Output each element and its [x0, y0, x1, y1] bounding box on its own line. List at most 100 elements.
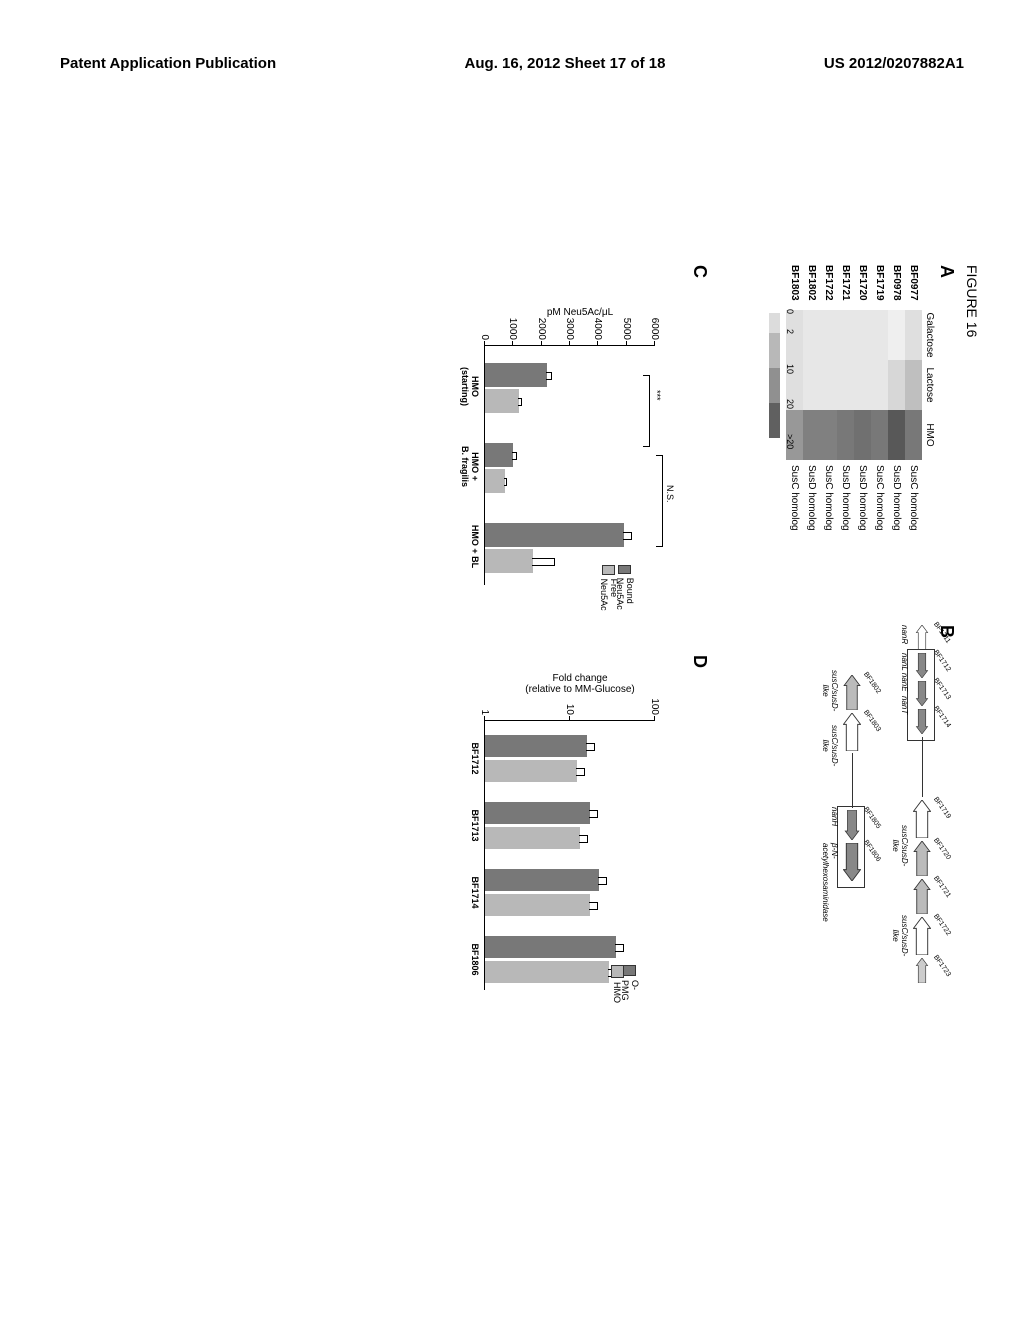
gene-func-label: susC/susD- like [821, 725, 839, 766]
gene-arrow-BF1711 [913, 625, 931, 650]
error-bar [576, 768, 585, 776]
bar-O-PMG [485, 735, 587, 757]
error-bar [598, 877, 607, 885]
gene-func-label: β-N- acetylhexosaminidase [821, 843, 839, 922]
heatmap-cell [854, 410, 871, 460]
y-tick [597, 341, 598, 345]
error-bar [586, 743, 595, 751]
y-tick-label: 1000 [507, 310, 518, 340]
x-group-label: BF1714 [470, 864, 480, 921]
gene-id-label: BF1719 [932, 796, 952, 820]
gene-diagram-panel-b: BF1711BF1712BF1713BF1714BF1719BF1720BF17… [805, 625, 945, 1015]
gene-func-label: nanH [830, 807, 839, 826]
gene-arrow-BF1723 [913, 958, 931, 983]
heatmap-cell [803, 360, 820, 410]
heatmap-col-header: Lactose [922, 360, 935, 410]
gene-func-label: susC/susD- like [891, 915, 909, 956]
heatmap-cell [905, 360, 922, 410]
bar-HMO [485, 961, 609, 983]
heatmap-gene-label: BF1720 [854, 265, 871, 310]
panel-a-label: A [936, 265, 957, 278]
heatmap-cell [820, 360, 837, 410]
heatmap-cell [888, 360, 905, 410]
heatmap-annotation: SusC homolog [786, 460, 803, 535]
heatmap-annotation: SusC homolog [820, 460, 837, 535]
x-group-label: BF1713 [470, 797, 480, 854]
heatmap-annotation: SusD homolog [854, 460, 871, 535]
y-axis [485, 720, 655, 721]
panel-d-label: D [689, 655, 710, 668]
y-axis [485, 345, 655, 346]
heatmap-cell [854, 310, 871, 360]
error-bar [546, 372, 551, 380]
error-bar [589, 902, 598, 910]
header-right: US 2012/0207882A1 [824, 55, 964, 72]
heatmap-col-header: Galactose [922, 310, 935, 360]
figure-16: FIGURE 16 A B C D GalactoseLactoseHMOBF0… [55, 265, 975, 1015]
heatmap-cell [888, 410, 905, 460]
error-bar [518, 398, 522, 406]
x-group-label: BF1806 [470, 931, 480, 988]
gene-id-label: BF1802 [862, 671, 882, 695]
y-tick [654, 341, 655, 345]
gene-arrow-BF1722 [913, 917, 931, 955]
heatmap-cell [803, 310, 820, 360]
bar-O-PMG [485, 802, 590, 824]
heatmap-cell [820, 410, 837, 460]
y-tick [484, 341, 485, 345]
heatmap-annotation: SusD homolog [837, 460, 854, 535]
bar-chart-panel-c: 0 1000 2000 3000 4000 5000 6000pM Neu5Ac… [450, 295, 685, 615]
heatmap-cell [786, 310, 803, 360]
x-group-label: HMO + BL [470, 515, 480, 578]
y-tick [484, 716, 485, 720]
scale-tick-label: 0 [785, 309, 795, 314]
gene-func-label: susC/susD- like [821, 670, 839, 711]
bar-HMO [485, 827, 580, 849]
heatmap-gene-label: BF1803 [786, 265, 803, 310]
sig-bracket [643, 375, 650, 447]
scale-tick-label: 2 [785, 329, 795, 334]
heatmap-cell [888, 310, 905, 360]
gene-arrow-BF1721 [913, 879, 931, 914]
bar-HMO [485, 894, 590, 916]
heatmap-gene-label: BF1719 [871, 265, 888, 310]
scale-segment [769, 333, 780, 368]
header-center: Aug. 16, 2012 Sheet 17 of 18 [465, 55, 666, 72]
sig-bracket [656, 455, 663, 547]
gene-func-label: nanL nanE nanT [900, 653, 909, 714]
error-bar [623, 532, 633, 540]
heatmap-gene-label: BF0978 [888, 265, 905, 310]
gene-id-label: BF1720 [932, 837, 952, 861]
y-tick [569, 716, 570, 720]
heatmap-cell [871, 310, 888, 360]
bar-O-PMG [485, 936, 616, 958]
legend-free: Free Neu5Ac [599, 565, 619, 615]
y-tick [654, 716, 655, 720]
bar-free [485, 469, 505, 493]
legend-hmo: HMO [611, 965, 624, 1003]
heatmap-cell [871, 410, 888, 460]
scale-tick-label: 10 [785, 364, 795, 374]
heatmap-cell [837, 410, 854, 460]
gene-func-label: susC/susD- like [891, 825, 909, 866]
gene-arrow-BF1719 [913, 800, 931, 838]
error-bar [512, 452, 516, 460]
heatmap-gene-label: BF1721 [837, 265, 854, 310]
heatmap-annotation: SusD homolog [888, 460, 905, 535]
heatmap-cell [803, 410, 820, 460]
x-group-label: HMO (starting) [460, 355, 480, 418]
gene-func-label: nanR [900, 625, 909, 644]
error-bar [589, 810, 598, 818]
gene-arrow-BF1720 [913, 841, 931, 876]
heatmap-panel-a: GalactoseLactoseHMOBF0977SusC homologBF0… [769, 265, 935, 535]
header-left: Patent Application Publication [60, 55, 276, 72]
heatmap-cell [905, 310, 922, 360]
scale-segment [769, 313, 780, 333]
scale-tick-label: >20 [785, 434, 795, 449]
x-group-label: HMO + B. fragilis [460, 435, 480, 498]
y-tick-label: 6000 [649, 310, 660, 340]
sig-label: *** [652, 390, 662, 401]
gene-id-label: BF1722 [932, 913, 952, 937]
bar-bound [485, 443, 513, 467]
gene-id-label: BF1723 [932, 954, 952, 978]
